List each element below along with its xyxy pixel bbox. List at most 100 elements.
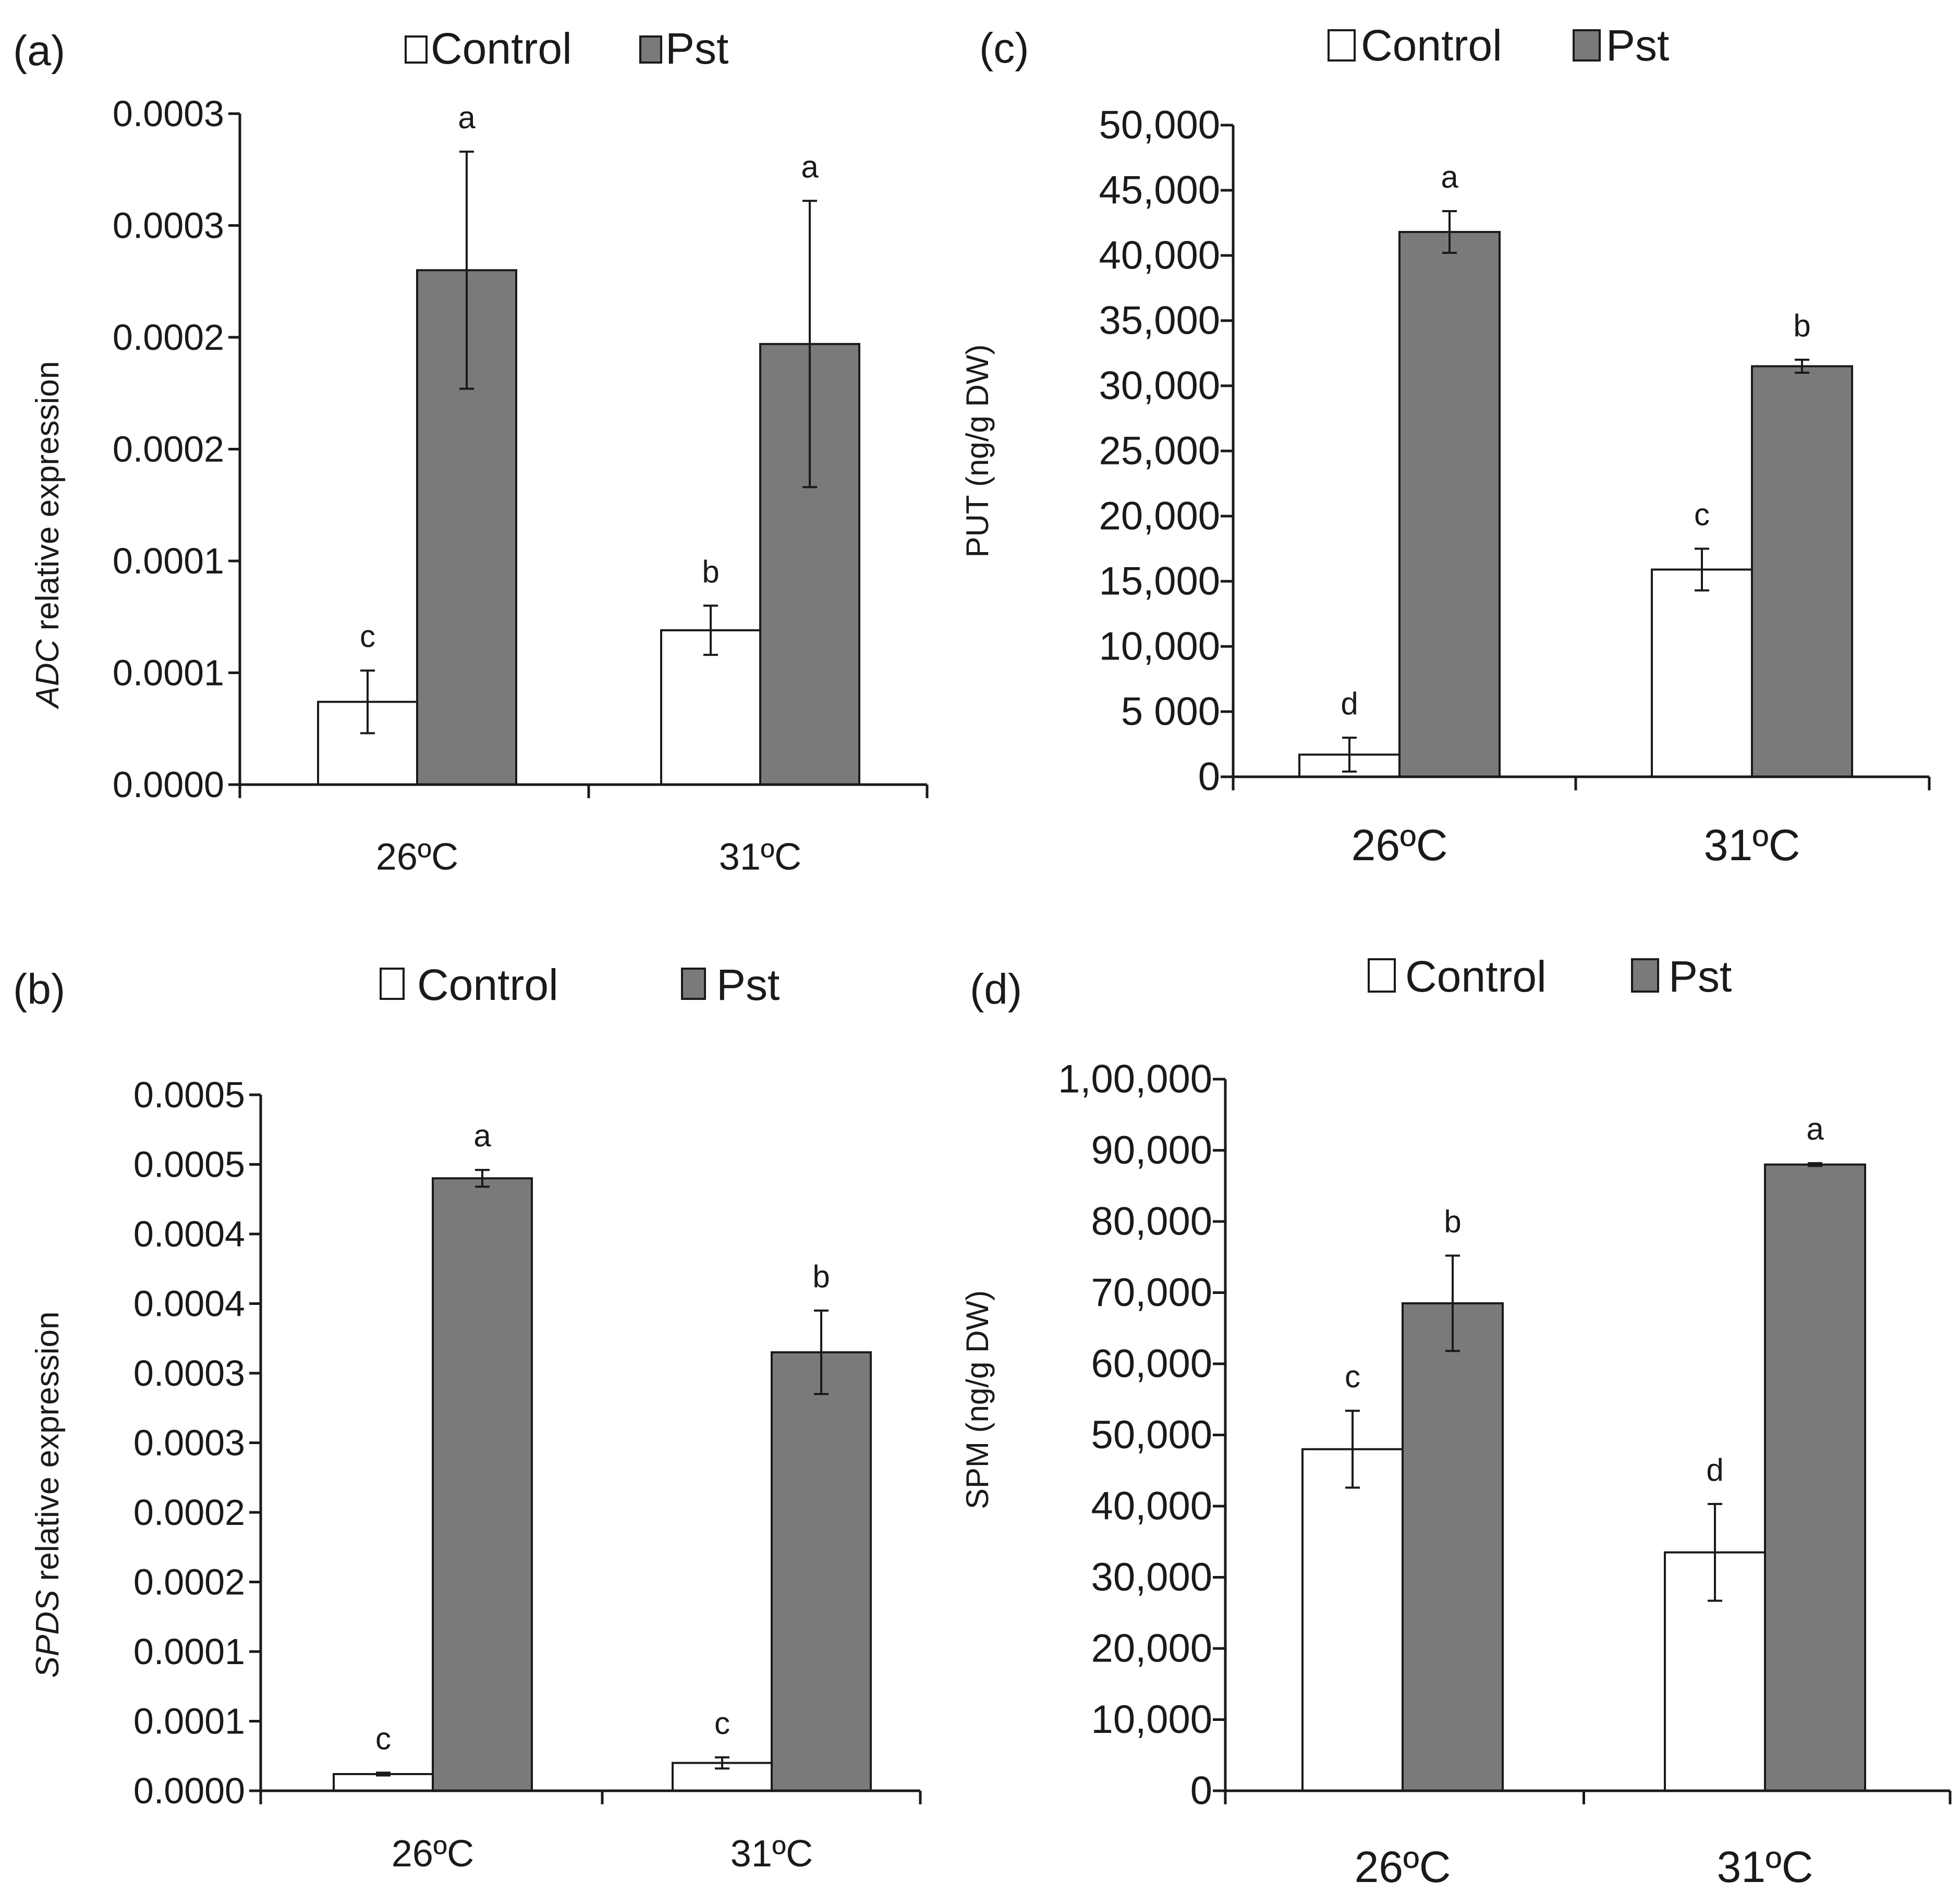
panel-c-sig-label-control-2: c xyxy=(1694,497,1710,532)
panel-b-y-ticks: 0.0000 0.0001 0.0001 0.0002 0.0002 0.0003 0.00… xyxy=(133,1074,261,1811)
panel-d-y-axis-title: SPM (ng/g DW) xyxy=(960,1290,995,1509)
panel-a-legend-control-label: Control xyxy=(431,24,572,73)
panel-c-bar-pst-2 xyxy=(1751,365,1853,778)
panel-d-label: (d) xyxy=(970,966,1022,1013)
panel-a-y-tick-label: 0.0003 xyxy=(113,93,224,134)
panel-d: (d) Control Pst SPM (ng/g DW) 0 10,000 20,… xyxy=(960,952,1952,1891)
panel-a-y-tick-label: 0.0001 xyxy=(113,541,224,581)
panel-c-x-tick-label: 26ºC xyxy=(1352,821,1448,870)
panel-b-bars: c a c b xyxy=(333,1118,872,1792)
panel-d-y-tick-label: 30,000 xyxy=(1091,1555,1212,1599)
panel-c-legend-control-label: Control xyxy=(1361,21,1502,70)
panel-d-sig-label-pst-2: a xyxy=(1806,1111,1824,1146)
panel-d-y-tick-label: 60,000 xyxy=(1091,1342,1212,1386)
panel-a: (a) Control Pst ADC relative expression … xyxy=(13,24,929,878)
panel-b-y-tick-label: 0.0002 xyxy=(133,1562,245,1603)
panel-a-sig-label-control-1: c xyxy=(360,619,375,654)
panel-d-legend-pst-label: Pst xyxy=(1669,952,1732,1001)
panel-d-bar-pst-1 xyxy=(1402,1302,1504,1792)
panel-c-y-axis-title: PUT (ng/g DW) xyxy=(960,345,995,558)
panel-d-sig-label-control-2: d xyxy=(1706,1452,1723,1487)
panel-d-bars: c b d a xyxy=(1301,1111,1866,1792)
panel-c-sig-label-pst-1: a xyxy=(1441,160,1458,194)
panel-b-y-axis-title-gene: SPDS xyxy=(30,1590,66,1678)
panel-b-y-tick-label: 0.0005 xyxy=(133,1074,245,1115)
panel-c-legend: Control Pst xyxy=(1328,21,1669,70)
panel-c-y-tick-label: 10,000 xyxy=(1099,625,1220,669)
panel-a-legend-pst-label: Pst xyxy=(665,24,728,73)
panel-c-legend-pst-label: Pst xyxy=(1606,21,1669,70)
panel-d-sig-label-control-1: c xyxy=(1345,1359,1360,1394)
panel-d-legend-control-label: Control xyxy=(1405,952,1547,1001)
panel-d-legend-pst-swatch xyxy=(1631,958,1659,993)
panel-a-bar-control-2 xyxy=(660,629,761,786)
panel-c-y-tick-label: 35,000 xyxy=(1099,299,1220,343)
panel-c-y-tick-label: 50,000 xyxy=(1099,103,1220,148)
panel-d-y-tick-label: 10,000 xyxy=(1091,1697,1212,1742)
panel-a-y-ticks: 0.0000 0.0001 0.0001 0.0002 0.0002 0.0003 0.00… xyxy=(113,93,240,805)
panel-a-sig-label-control-2: b xyxy=(702,554,719,589)
panel-b-y-axis-title: SPDS relative expression xyxy=(30,1312,66,1678)
panel-a-legend-control-swatch xyxy=(405,35,428,64)
panel-b-label: (b) xyxy=(13,966,65,1013)
panel-b-x-labels: 26ºC 31ºC xyxy=(392,1833,813,1875)
panel-b-y-tick-label: 0.0001 xyxy=(133,1701,245,1742)
panel-c-x-tick-label: 31ºC xyxy=(1704,821,1800,870)
panel-b-legend-control-label: Control xyxy=(417,960,558,1009)
panel-d-x-labels: 26ºC 31ºC xyxy=(1355,1842,1813,1891)
panel-b-y-tick-label: 0.0003 xyxy=(133,1353,245,1394)
panel-a-y-axis-title-rest: relative expression xyxy=(30,361,66,639)
panel-d-x-tick-label: 26ºC xyxy=(1355,1842,1451,1891)
panel-a-x-tick-label: 26ºC xyxy=(376,836,458,878)
panel-c-legend-pst-swatch xyxy=(1573,29,1601,62)
panel-b-sig-label-pst-2: b xyxy=(812,1259,830,1294)
panel-b: (b) Control Pst SPDS relative expression… xyxy=(13,960,922,1875)
panel-a-label: (a) xyxy=(13,27,65,75)
panel-b-legend-control-swatch xyxy=(380,968,405,1000)
panel-b-y-tick-label: 0.0004 xyxy=(133,1284,245,1324)
panel-d-sig-label-pst-1: b xyxy=(1444,1204,1461,1239)
panel-b-y-tick-label: 0.0003 xyxy=(133,1423,245,1463)
panel-d-bar-pst-2 xyxy=(1764,1163,1866,1792)
panel-d-legend: Control Pst xyxy=(1368,952,1732,1001)
panel-d-y-tick-label: 70,000 xyxy=(1091,1270,1212,1315)
panel-d-y-tick-label: 20,000 xyxy=(1091,1627,1212,1671)
panel-a-x-labels: 26ºC 31ºC xyxy=(376,836,801,878)
panel-d-bar-control-1 xyxy=(1301,1448,1404,1792)
panel-d-y-tick-label: 0 xyxy=(1190,1769,1212,1813)
panel-b-legend: Control Pst xyxy=(380,960,780,1009)
panel-c-y-ticks: 0 5 000 10,000 15,000 20,000 25,000 30,000 35,0… xyxy=(1099,103,1233,799)
panel-d-x-tick-label: 31ºC xyxy=(1717,1842,1813,1891)
panel-c-legend-control-swatch xyxy=(1328,29,1356,62)
panel-b-legend-pst-label: Pst xyxy=(716,960,780,1009)
panel-c-y-tick-label: 45,000 xyxy=(1099,168,1220,213)
panel-a-y-tick-label: 0.0000 xyxy=(113,764,224,805)
panel-c: (c) Control Pst PUT (ng/g DW) 0 5 000 10,0… xyxy=(960,21,1931,870)
panel-b-sig-label-control-1: c xyxy=(375,1721,391,1756)
panel-c-y-tick-label: 0 xyxy=(1198,755,1220,799)
panel-b-bar-pst-2 xyxy=(771,1351,872,1792)
panel-a-sig-label-pst-2: a xyxy=(801,149,819,184)
panel-a-legend: Control Pst xyxy=(405,24,728,73)
panel-c-y-tick-label: 40,000 xyxy=(1099,234,1220,278)
panel-c-sig-label-pst-2: b xyxy=(1793,308,1810,343)
panel-c-y-tick-label: 30,000 xyxy=(1099,364,1220,408)
panel-a-y-tick-label: 0.0001 xyxy=(113,653,224,693)
panel-c-sig-label-control-1: d xyxy=(1341,686,1358,721)
panel-b-sig-label-control-2: c xyxy=(714,1706,730,1741)
panel-b-y-tick-label: 0.0005 xyxy=(133,1144,245,1185)
panel-d-y-tick-label: 90,000 xyxy=(1091,1128,1212,1172)
panel-b-y-tick-label: 0.0004 xyxy=(133,1214,245,1254)
panel-a-x-tick-label: 31ºC xyxy=(719,836,801,878)
panel-d-y-tick-label: 80,000 xyxy=(1091,1200,1212,1244)
panel-d-y-ticks: 0 10,000 20,000 30,000 40,000 50,000 60,000 70,… xyxy=(1058,1057,1225,1813)
panel-c-y-tick-label: 20,000 xyxy=(1099,494,1220,539)
panel-b-bar-control-1 xyxy=(333,1773,434,1792)
panel-c-bars: d a c b xyxy=(1298,160,1853,778)
panel-d-y-tick-label: 50,000 xyxy=(1091,1413,1212,1457)
panel-b-legend-pst-swatch xyxy=(681,968,706,1000)
panel-b-sig-label-pst-1: a xyxy=(473,1118,491,1153)
panel-a-bars: c a b a xyxy=(317,100,860,786)
panel-b-y-tick-label: 0.0000 xyxy=(133,1770,245,1811)
